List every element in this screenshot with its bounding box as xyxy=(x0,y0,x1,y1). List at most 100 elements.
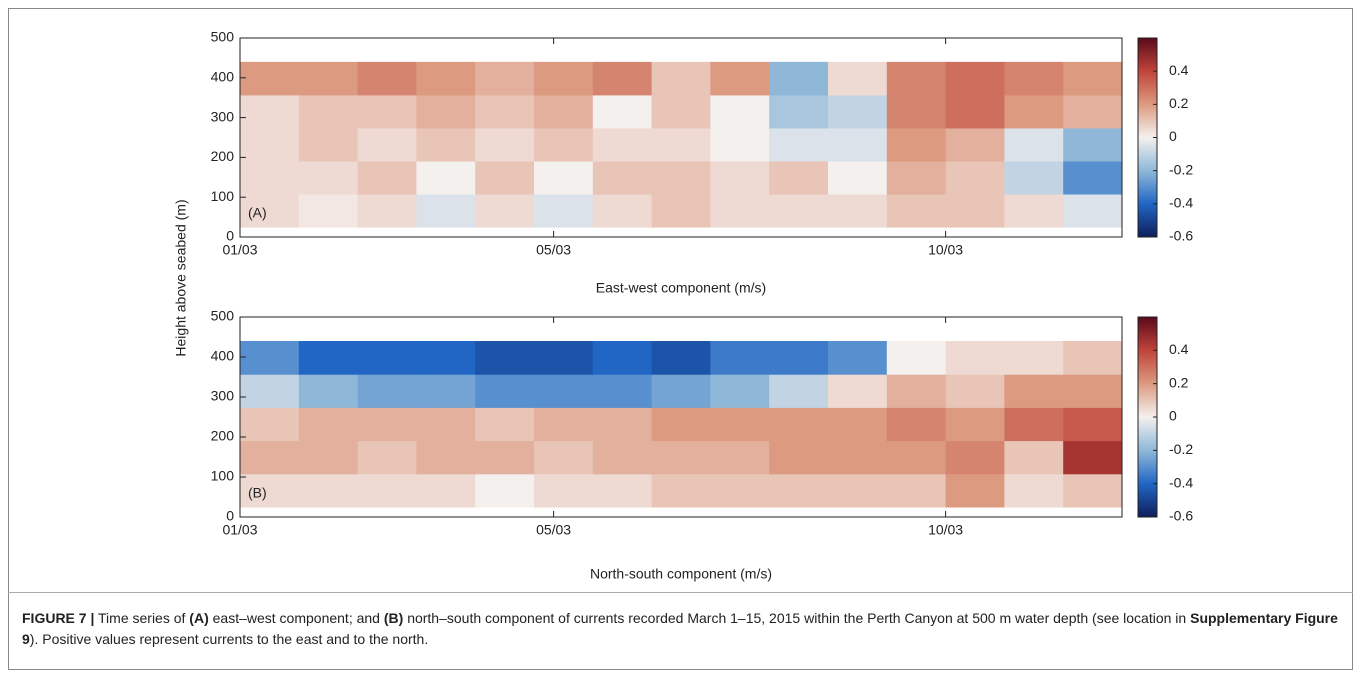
heatmap-cell xyxy=(240,440,300,475)
y-tick-label: 200 xyxy=(211,148,235,164)
heatmap-cell xyxy=(945,160,1005,195)
heatmap-cell xyxy=(1004,341,1064,375)
y-tick-label: 300 xyxy=(211,108,235,124)
heatmap-cell xyxy=(357,440,417,475)
heatmap-cell xyxy=(534,407,594,442)
heatmap-cell xyxy=(945,473,1005,508)
heatmap-cell xyxy=(1004,374,1064,408)
heatmap-cell xyxy=(769,194,829,228)
colorbar-tick-label: 0.2 xyxy=(1169,374,1189,390)
caption-bold: Supplementary Figure 9 xyxy=(22,610,1338,647)
heatmap-cell xyxy=(240,94,300,129)
y-tick-label: 500 xyxy=(211,308,235,324)
caption-text: ). Positive values represent currents to… xyxy=(29,631,429,647)
colorbar-tick-label: -0.2 xyxy=(1169,441,1193,457)
x-tick-label: 05/03 xyxy=(536,522,571,538)
caption-text: north–south component of currents record… xyxy=(407,610,1187,626)
heatmap-cell xyxy=(475,61,535,96)
caption-text: Time series of xyxy=(98,610,186,626)
colorbar-tick-label: 0.2 xyxy=(1169,95,1189,111)
y-tick-label: 500 xyxy=(211,29,235,45)
x-axis-label: East-west component (m/s) xyxy=(596,280,766,296)
heatmap-cell xyxy=(945,341,1005,375)
heatmap-cell xyxy=(298,440,359,475)
heatmap-cell xyxy=(534,94,594,129)
heatmap-cell xyxy=(1004,160,1064,195)
colorbar-tick-label: -0.4 xyxy=(1169,195,1193,211)
heatmap-cell xyxy=(416,194,476,228)
heatmap-cell xyxy=(298,341,359,375)
heatmap-cell xyxy=(416,61,476,96)
heatmap-cell xyxy=(945,407,1005,442)
heatmap-cell xyxy=(710,160,770,195)
heatmap-cell xyxy=(710,94,770,129)
heatmap-cell xyxy=(416,374,476,408)
x-tick-label: 01/03 xyxy=(222,522,257,538)
heatmap-cell xyxy=(945,127,1005,162)
heatmap-cell xyxy=(475,407,535,442)
figure: Height above seabed (m) 0 100 200 300 400 500… xyxy=(173,29,1194,582)
heatmap-cell xyxy=(710,374,770,408)
heatmap-cell xyxy=(651,407,711,442)
heatmap-cell xyxy=(534,160,594,195)
heatmap-cell xyxy=(475,94,535,129)
heatmap-cell xyxy=(651,127,711,162)
y-tick-label: 400 xyxy=(211,69,235,85)
heatmap-cell xyxy=(945,194,1005,228)
x-tick-label: 10/03 xyxy=(928,242,963,258)
heatmap-cell xyxy=(769,160,829,195)
heatmap-cell xyxy=(769,127,829,162)
heatmap-cell xyxy=(1004,440,1064,475)
heatmap-cell xyxy=(534,194,594,228)
heatmap-cell xyxy=(240,160,300,195)
heatmap-cell xyxy=(710,341,770,375)
heatmap-cell xyxy=(1004,94,1064,129)
heatmap-cell xyxy=(828,160,888,195)
heatmap-cell xyxy=(416,94,476,129)
heatmap-cell xyxy=(1063,473,1123,508)
caption: FIGURE 7 | Time series of (A) east–west … xyxy=(22,608,1342,650)
heatmap-cell xyxy=(592,127,653,162)
heatmap-cell xyxy=(357,407,417,442)
caption-bold: (B) xyxy=(383,610,404,626)
heatmap-cell xyxy=(945,374,1005,408)
heatmap-cell xyxy=(1004,407,1064,442)
heatmap-cell xyxy=(1004,473,1064,508)
heatmap-cell xyxy=(240,194,300,228)
heatmap-cell xyxy=(416,440,476,475)
heatmap-cell xyxy=(886,127,947,162)
heatmap-cell xyxy=(1063,194,1123,228)
heatmap-cell xyxy=(828,94,888,129)
heatmap-cell xyxy=(357,374,417,408)
heatmap-cell xyxy=(710,61,770,96)
heatmap-cell xyxy=(357,194,417,228)
heatmap-cell xyxy=(592,341,653,375)
heatmap-cell xyxy=(828,341,888,375)
heatmap-cell xyxy=(534,440,594,475)
heatmap-cell xyxy=(769,374,829,408)
heatmap-cell xyxy=(416,341,476,375)
heatmap-cell xyxy=(592,473,653,508)
panel-label: (A) xyxy=(248,205,267,221)
heatmap-cell xyxy=(710,440,770,475)
heatmap-cell xyxy=(416,407,476,442)
heatmap-cell xyxy=(886,94,947,129)
heatmap-cell xyxy=(534,341,594,375)
heatmap-cell xyxy=(298,374,359,408)
heatmap-cell xyxy=(298,127,359,162)
heatmap-cell xyxy=(357,160,417,195)
heatmap-cell xyxy=(298,194,359,228)
heatmap-cell xyxy=(651,61,711,96)
colorbar-tick-label: -0.2 xyxy=(1169,161,1193,177)
colorbar-tick-label: 0.4 xyxy=(1169,62,1189,78)
axes-box xyxy=(239,37,1123,238)
heatmap-cell xyxy=(475,160,535,195)
heatmap-cell xyxy=(357,473,417,508)
heatmap-cell xyxy=(769,61,829,96)
heatmap-cell xyxy=(886,194,947,228)
heatmap-cell xyxy=(828,473,888,508)
heatmap-cell xyxy=(240,374,300,408)
y-tick-label: 200 xyxy=(211,428,235,444)
colorbar-tick-label: 0 xyxy=(1169,408,1177,424)
